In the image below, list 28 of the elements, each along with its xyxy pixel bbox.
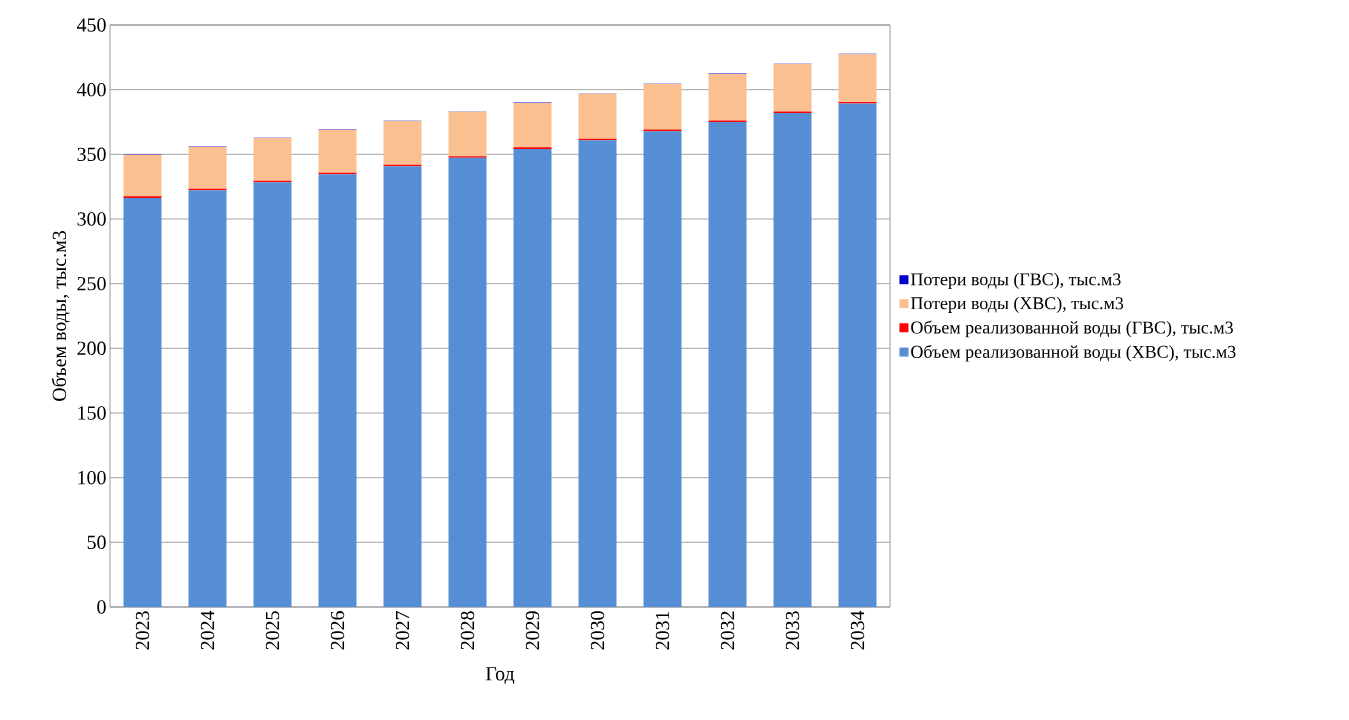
legend-label: Потери воды (ГВС), тыс.м3 bbox=[910, 272, 1121, 289]
y-tick-label: 300 bbox=[77, 212, 106, 226]
y-tick-label: 0 bbox=[97, 600, 106, 614]
x-tick-label: 2031 bbox=[655, 611, 670, 650]
legend-label: Потери воды (ХВС), тыс.м3 bbox=[910, 296, 1124, 313]
y-tick-label: 250 bbox=[77, 276, 106, 291]
y-tick-label: 100 bbox=[78, 470, 106, 485]
x-tick-label: 2029 bbox=[525, 611, 540, 650]
x-tick-label: 2026 bbox=[330, 611, 345, 650]
x-tick-label: 2024 bbox=[200, 610, 215, 650]
y-tick-label: 200 bbox=[77, 341, 106, 356]
y-tick-label: 50 bbox=[87, 535, 106, 550]
x-tick-label: 2034 bbox=[850, 610, 865, 650]
y-tick-label: 450 bbox=[76, 18, 106, 32]
x-tick-label: 2023 bbox=[135, 611, 150, 650]
x-tick-label: 2025 bbox=[265, 611, 280, 650]
y-tick-label: 400 bbox=[76, 82, 106, 97]
legend-label: Объем реализованной воды (ГВС), тыс.м3 bbox=[911, 320, 1233, 338]
x-tick-label: 2028 bbox=[460, 611, 475, 650]
y-tick-label: 150 bbox=[78, 406, 106, 420]
y-tick-label: 350 bbox=[77, 147, 106, 162]
legend-label: Объем реализованной воды (ХВС), тыс.м3 bbox=[911, 344, 1236, 362]
x-tick-label: 2027 bbox=[395, 611, 410, 650]
x-tick-label: 2033 bbox=[785, 611, 800, 650]
x-axis-title: Год bbox=[485, 667, 515, 685]
x-tick-label: 2032 bbox=[720, 611, 735, 650]
x-tick-label: 2030 bbox=[590, 611, 605, 650]
y-axis-title: Объем воды, тыс.м3 bbox=[51, 231, 70, 401]
